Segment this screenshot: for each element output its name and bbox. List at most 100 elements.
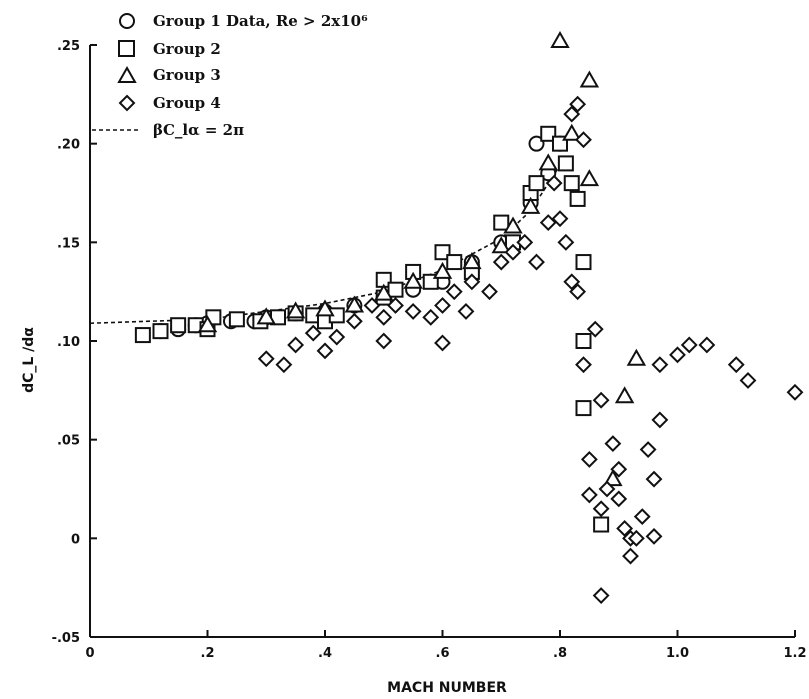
data-point-group-4 [569,95,587,113]
data-point-group-4 [387,297,404,314]
x-ticks: 0 .2 .4 .6 .8 1.0 1.2 [85,630,807,661]
data-point-group-4 [645,470,663,488]
data-point-group-2 [446,254,463,271]
legend-label-reference-line: βC_lα = 2π [153,121,244,139]
data-point-group-4 [575,131,592,149]
y-tick-label: -.05 [52,631,80,646]
legend-label-group-4: Group 4 [153,94,221,112]
data-point-group-4 [528,253,545,271]
data-point-group-4 [610,460,628,478]
data-point-group-4 [633,508,651,526]
data-point-group-2 [134,327,151,344]
data-point-group-4 [669,346,686,364]
legend-marker-group-3 [117,65,137,83]
data-point-group-4 [375,332,393,350]
legend-marker-group-2 [118,40,135,57]
data-point-group-2 [575,333,592,349]
data-point-group-4 [492,253,510,271]
data-point-group-4 [645,527,663,545]
x-tick-label: 0 [85,646,94,661]
data-point-group-3 [579,169,600,187]
data-point-group-1 [528,135,545,152]
data-point-group-2 [593,516,610,533]
data-point-group-4 [551,210,569,228]
data-point-group-4 [445,283,463,301]
data-point-group-4 [563,273,581,291]
data-point-group-4 [592,500,610,518]
data-point-group-4 [604,435,622,453]
data-point-group-2 [569,190,586,207]
y-tick-label: .15 [57,236,80,251]
x-tick-label: 1.0 [666,646,689,661]
data-point-group-4 [586,320,604,338]
data-point-group-4 [580,486,598,504]
y-tick-label: .10 [57,335,80,350]
data-point-group-2 [170,317,187,334]
y-tick-label: .05 [57,434,80,449]
data-point-group-3 [550,31,570,49]
data-point-group-3 [344,295,365,313]
data-point-group-4 [575,356,592,374]
data-point-group-4 [580,450,598,468]
data-point-group-2 [575,254,592,271]
y-ticks: -.05 0 .05 .10 .15 .20 .25 [52,39,97,646]
y-tick-label: .20 [57,138,80,153]
x-tick-label: .8 [553,646,567,661]
data-point-group-2 [493,214,510,231]
data-point-group-4 [622,547,639,565]
data-point-group-3 [503,216,523,234]
data-point-group-3 [562,123,582,141]
data-point-group-4 [287,336,305,354]
x-tick-label: .4 [318,646,332,661]
data-point-group-3 [315,299,335,317]
data-point-group-3 [626,348,647,366]
data-point-group-4 [304,324,322,342]
data-point-group-3 [603,469,623,487]
data-point-group-4 [404,302,422,320]
legend: Group 1 Data, Re > 2x10⁶ Group 2 Group 3… [92,12,368,139]
data-point-group-4 [457,302,475,320]
data-point-group-4 [563,105,581,123]
data-point-group-2 [434,244,451,261]
data-point-group-2 [540,125,557,142]
data-point-group-4 [698,336,716,354]
x-axis-title: MACH NUMBER [387,680,507,696]
data-point-group-3 [432,261,453,279]
data-point-group-4 [592,587,610,604]
data-point-group-4 [592,391,610,409]
data-point-group-4 [569,283,587,301]
data-point-group-4 [275,356,293,374]
legend-label-group-2: Group 2 [153,40,221,58]
y-tick-label: .25 [57,39,80,54]
data-point-group-4 [363,297,381,314]
data-point-group-4 [257,350,275,368]
data-point-group-4 [316,342,334,360]
data-point-group-2 [387,281,404,298]
y-tick-label: 0 [71,532,80,547]
data-points [134,31,804,604]
data-point-group-2 [228,311,245,328]
data-point-group-4 [434,334,451,352]
data-point-group-4 [463,273,481,291]
data-point-group-3 [197,315,218,333]
data-point-group-3 [256,307,276,325]
data-point-group-3 [374,283,394,301]
data-point-group-4 [539,214,557,232]
data-point-group-3 [520,196,541,214]
data-point-group-2 [528,175,545,192]
data-point-group-2 [575,400,592,417]
data-point-group-4 [481,283,498,301]
x-tick-label: .6 [436,646,450,661]
reference-line-group [89,164,561,325]
data-point-group-2 [557,155,574,172]
legend-marker-group-1 [119,13,135,29]
x-tick-label: .2 [201,646,215,661]
data-point-group-4 [651,356,669,374]
data-point-group-4 [739,372,757,389]
data-point-group-4 [786,383,804,401]
data-point-group-4 [345,312,363,330]
data-point-group-4 [610,490,628,508]
data-point-group-4 [557,233,575,251]
data-point-group-3 [538,153,558,171]
